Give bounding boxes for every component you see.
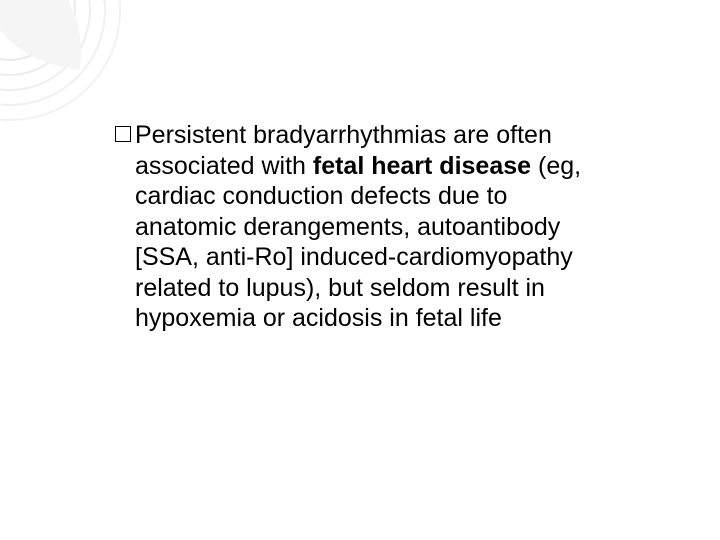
bullet-item: Persistent bradyarrhythmias are often as… (115, 120, 615, 334)
paragraph: Persistent bradyarrhythmias are often as… (135, 120, 615, 334)
slide: Persistent bradyarrhythmias are often as… (0, 0, 720, 540)
square-bullet-icon (115, 126, 131, 142)
text-segment-1: fetal heart disease (313, 152, 531, 180)
body-text-block: Persistent bradyarrhythmias are often as… (115, 120, 615, 334)
